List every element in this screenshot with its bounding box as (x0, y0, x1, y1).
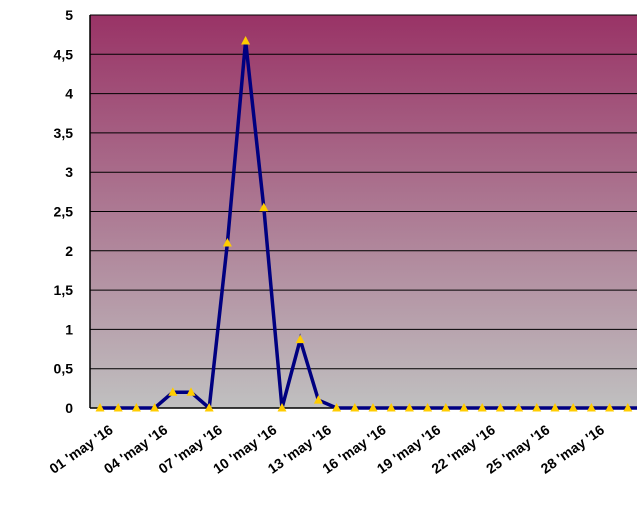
data-point (441, 403, 451, 412)
data-point (605, 403, 615, 412)
data-point (368, 403, 378, 412)
y-tick-label: 1 (65, 321, 73, 337)
y-tick-label: 0,5 (54, 361, 74, 377)
y-tick-label: 0 (65, 400, 73, 416)
data-point (113, 403, 123, 412)
gridlines (90, 14, 637, 409)
data-point (514, 403, 524, 412)
data-point (295, 334, 305, 344)
data-point (568, 403, 578, 412)
data-point (495, 403, 505, 412)
y-axis-tick-labels: 0 0,5 1 1,5 2 2,5 3 3,5 4 4,5 5 (54, 7, 74, 416)
data-point (532, 403, 542, 412)
y-tick-label: 1,5 (54, 282, 74, 298)
data-point (477, 403, 487, 412)
y-tick-label: 3 (65, 164, 73, 180)
data-point (168, 387, 178, 396)
data-point (586, 403, 596, 412)
data-point (186, 387, 196, 396)
y-tick-label: 4,5 (54, 46, 74, 62)
y-tick-label: 3,5 (54, 125, 74, 141)
data-point (95, 403, 105, 412)
y-tick-label: 2 (65, 243, 73, 259)
y-tick-label: 4 (65, 86, 73, 102)
data-point (623, 403, 633, 412)
data-point (459, 403, 469, 412)
data-point (277, 403, 287, 412)
data-point (259, 202, 269, 212)
data-point (222, 237, 232, 247)
data-point (332, 403, 342, 412)
data-point (204, 403, 214, 412)
y-tick-label: 2,5 (54, 204, 74, 220)
data-point (313, 395, 323, 404)
data-point (386, 403, 396, 412)
data-point (404, 403, 414, 412)
data-point (131, 403, 141, 412)
series-markers (95, 35, 633, 412)
data-point (241, 35, 251, 45)
data-point (150, 403, 160, 412)
data-point (550, 403, 560, 412)
data-point (350, 403, 360, 412)
data-point (423, 403, 433, 412)
y-tick-label: 5 (65, 7, 73, 23)
